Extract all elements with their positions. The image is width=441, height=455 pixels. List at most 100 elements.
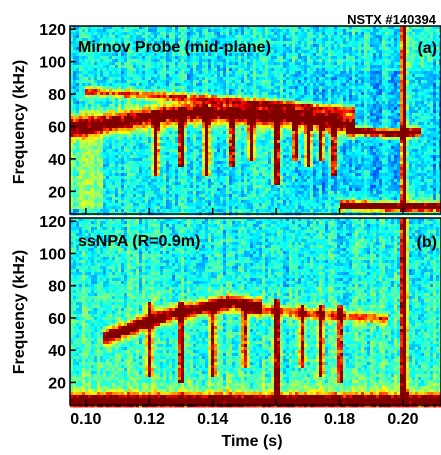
spectrogram-cell bbox=[199, 209, 203, 213]
spectrogram-cell bbox=[82, 47, 86, 51]
spectrogram-cell bbox=[199, 158, 203, 162]
spectrogram-cell bbox=[76, 71, 80, 75]
spectrogram-cell bbox=[169, 149, 173, 153]
spectrogram-cell bbox=[154, 41, 158, 45]
spectrogram-cell bbox=[187, 26, 191, 30]
spectrogram-cell bbox=[301, 143, 305, 147]
spectrogram-cell bbox=[223, 143, 227, 147]
spectrogram-cell bbox=[280, 53, 284, 57]
spectrogram-cell bbox=[286, 209, 290, 213]
spectrogram-cell bbox=[226, 74, 230, 78]
spectrogram-cell bbox=[79, 206, 83, 210]
spectrogram-cell bbox=[289, 44, 293, 48]
spectrogram-cell bbox=[208, 47, 212, 51]
spectrogram-cell bbox=[196, 131, 200, 135]
spectrogram-cell bbox=[175, 170, 179, 174]
spectrogram-cell bbox=[115, 92, 119, 96]
spectrogram-cell bbox=[70, 161, 74, 165]
spectrogram-cell bbox=[208, 71, 212, 75]
spectrogram-cell bbox=[187, 41, 191, 45]
spectrogram-cell bbox=[217, 131, 221, 135]
spectrogram-cell bbox=[106, 167, 110, 171]
spectrogram-cell bbox=[154, 50, 158, 54]
spectrogram-cell bbox=[130, 80, 134, 84]
spectrogram-cell bbox=[193, 119, 197, 123]
spectrogram-cell bbox=[85, 98, 89, 102]
spectrogram-cell bbox=[238, 113, 242, 117]
spectrogram-cell bbox=[274, 137, 278, 141]
spectrogram-cell bbox=[184, 113, 188, 117]
spectrogram-cell bbox=[97, 89, 101, 93]
spectrogram-cell bbox=[202, 41, 206, 45]
spectrogram-cell bbox=[232, 32, 236, 36]
spectrogram-cell bbox=[187, 134, 191, 138]
spectrogram-cell bbox=[190, 29, 194, 33]
spectrogram-cell bbox=[217, 29, 221, 33]
spectrogram-cell bbox=[187, 119, 191, 123]
spectrogram-cell bbox=[109, 122, 113, 126]
spectrogram-cell bbox=[274, 107, 278, 111]
spectrogram-cell bbox=[157, 107, 161, 111]
spectrogram-cell bbox=[151, 59, 155, 63]
spectrogram-cell bbox=[223, 53, 227, 57]
spectrogram-cell bbox=[169, 170, 173, 174]
spectrogram-cell bbox=[253, 59, 257, 63]
spectrogram-cell bbox=[226, 56, 230, 60]
spectrogram-cell bbox=[91, 50, 95, 54]
spectrogram-cell bbox=[295, 98, 299, 102]
spectrogram-cell bbox=[112, 59, 116, 63]
spectrogram-cell bbox=[217, 41, 221, 45]
spectrogram-cell bbox=[157, 59, 161, 63]
spectrogram-cell bbox=[181, 95, 185, 99]
spectrogram-cell bbox=[214, 209, 218, 213]
spectrogram-cell bbox=[85, 167, 89, 171]
spectrogram-cell bbox=[238, 110, 242, 114]
spectrogram-cell bbox=[229, 149, 233, 153]
spectrogram-cell bbox=[217, 119, 221, 123]
spectrogram-cell bbox=[202, 146, 206, 150]
spectrogram-cell bbox=[124, 74, 128, 78]
spectrogram-cell bbox=[130, 185, 134, 189]
spectrogram-cell bbox=[91, 179, 95, 183]
spectrogram-cell bbox=[109, 71, 113, 75]
spectrogram-cell bbox=[262, 38, 266, 42]
spectrogram-cell bbox=[214, 203, 218, 207]
spectrogram-cell bbox=[163, 65, 167, 69]
spectrogram-cell bbox=[175, 158, 179, 162]
spectrogram-cell bbox=[100, 83, 104, 87]
spectrogram-cell bbox=[220, 89, 224, 93]
spectrogram-cell bbox=[121, 59, 125, 63]
spectrogram-cell bbox=[238, 101, 242, 105]
spectrogram-cell bbox=[181, 149, 185, 153]
spectrogram-cell bbox=[142, 77, 146, 81]
spectrogram-cell bbox=[265, 53, 269, 57]
spectrogram-cell bbox=[259, 32, 263, 36]
spectrogram-cell bbox=[121, 107, 125, 111]
spectrogram-cell bbox=[172, 176, 176, 180]
spectrogram-cell bbox=[262, 146, 266, 150]
spectrogram-cell bbox=[280, 98, 284, 102]
spectrogram-cell bbox=[256, 143, 260, 147]
spectrogram-cell bbox=[229, 56, 233, 60]
spectrogram-cell bbox=[124, 47, 128, 51]
spectrogram-cell bbox=[160, 155, 164, 159]
spectrogram-cell bbox=[274, 143, 278, 147]
spectrogram-cell bbox=[205, 164, 209, 168]
spectrogram-cell bbox=[97, 116, 101, 120]
spectrogram-cell bbox=[136, 68, 140, 72]
spectrogram-cell bbox=[280, 194, 284, 198]
spectrogram-cell bbox=[304, 206, 308, 210]
spectrogram-cell bbox=[148, 119, 152, 123]
spectrogram-cell bbox=[289, 98, 293, 102]
spectrogram-cell bbox=[112, 80, 116, 84]
spectrogram-cell bbox=[193, 203, 197, 207]
spectrogram-cell bbox=[232, 188, 236, 192]
spectrogram-cell bbox=[85, 65, 89, 69]
spectrogram-cell bbox=[238, 38, 242, 42]
spectrogram-cell bbox=[109, 176, 113, 180]
spectrogram-cell bbox=[247, 41, 251, 45]
spectrogram-cell bbox=[163, 134, 167, 138]
spectrogram-cell bbox=[157, 32, 161, 36]
spectrogram-cell bbox=[145, 131, 149, 135]
spectrogram-cell bbox=[196, 137, 200, 141]
